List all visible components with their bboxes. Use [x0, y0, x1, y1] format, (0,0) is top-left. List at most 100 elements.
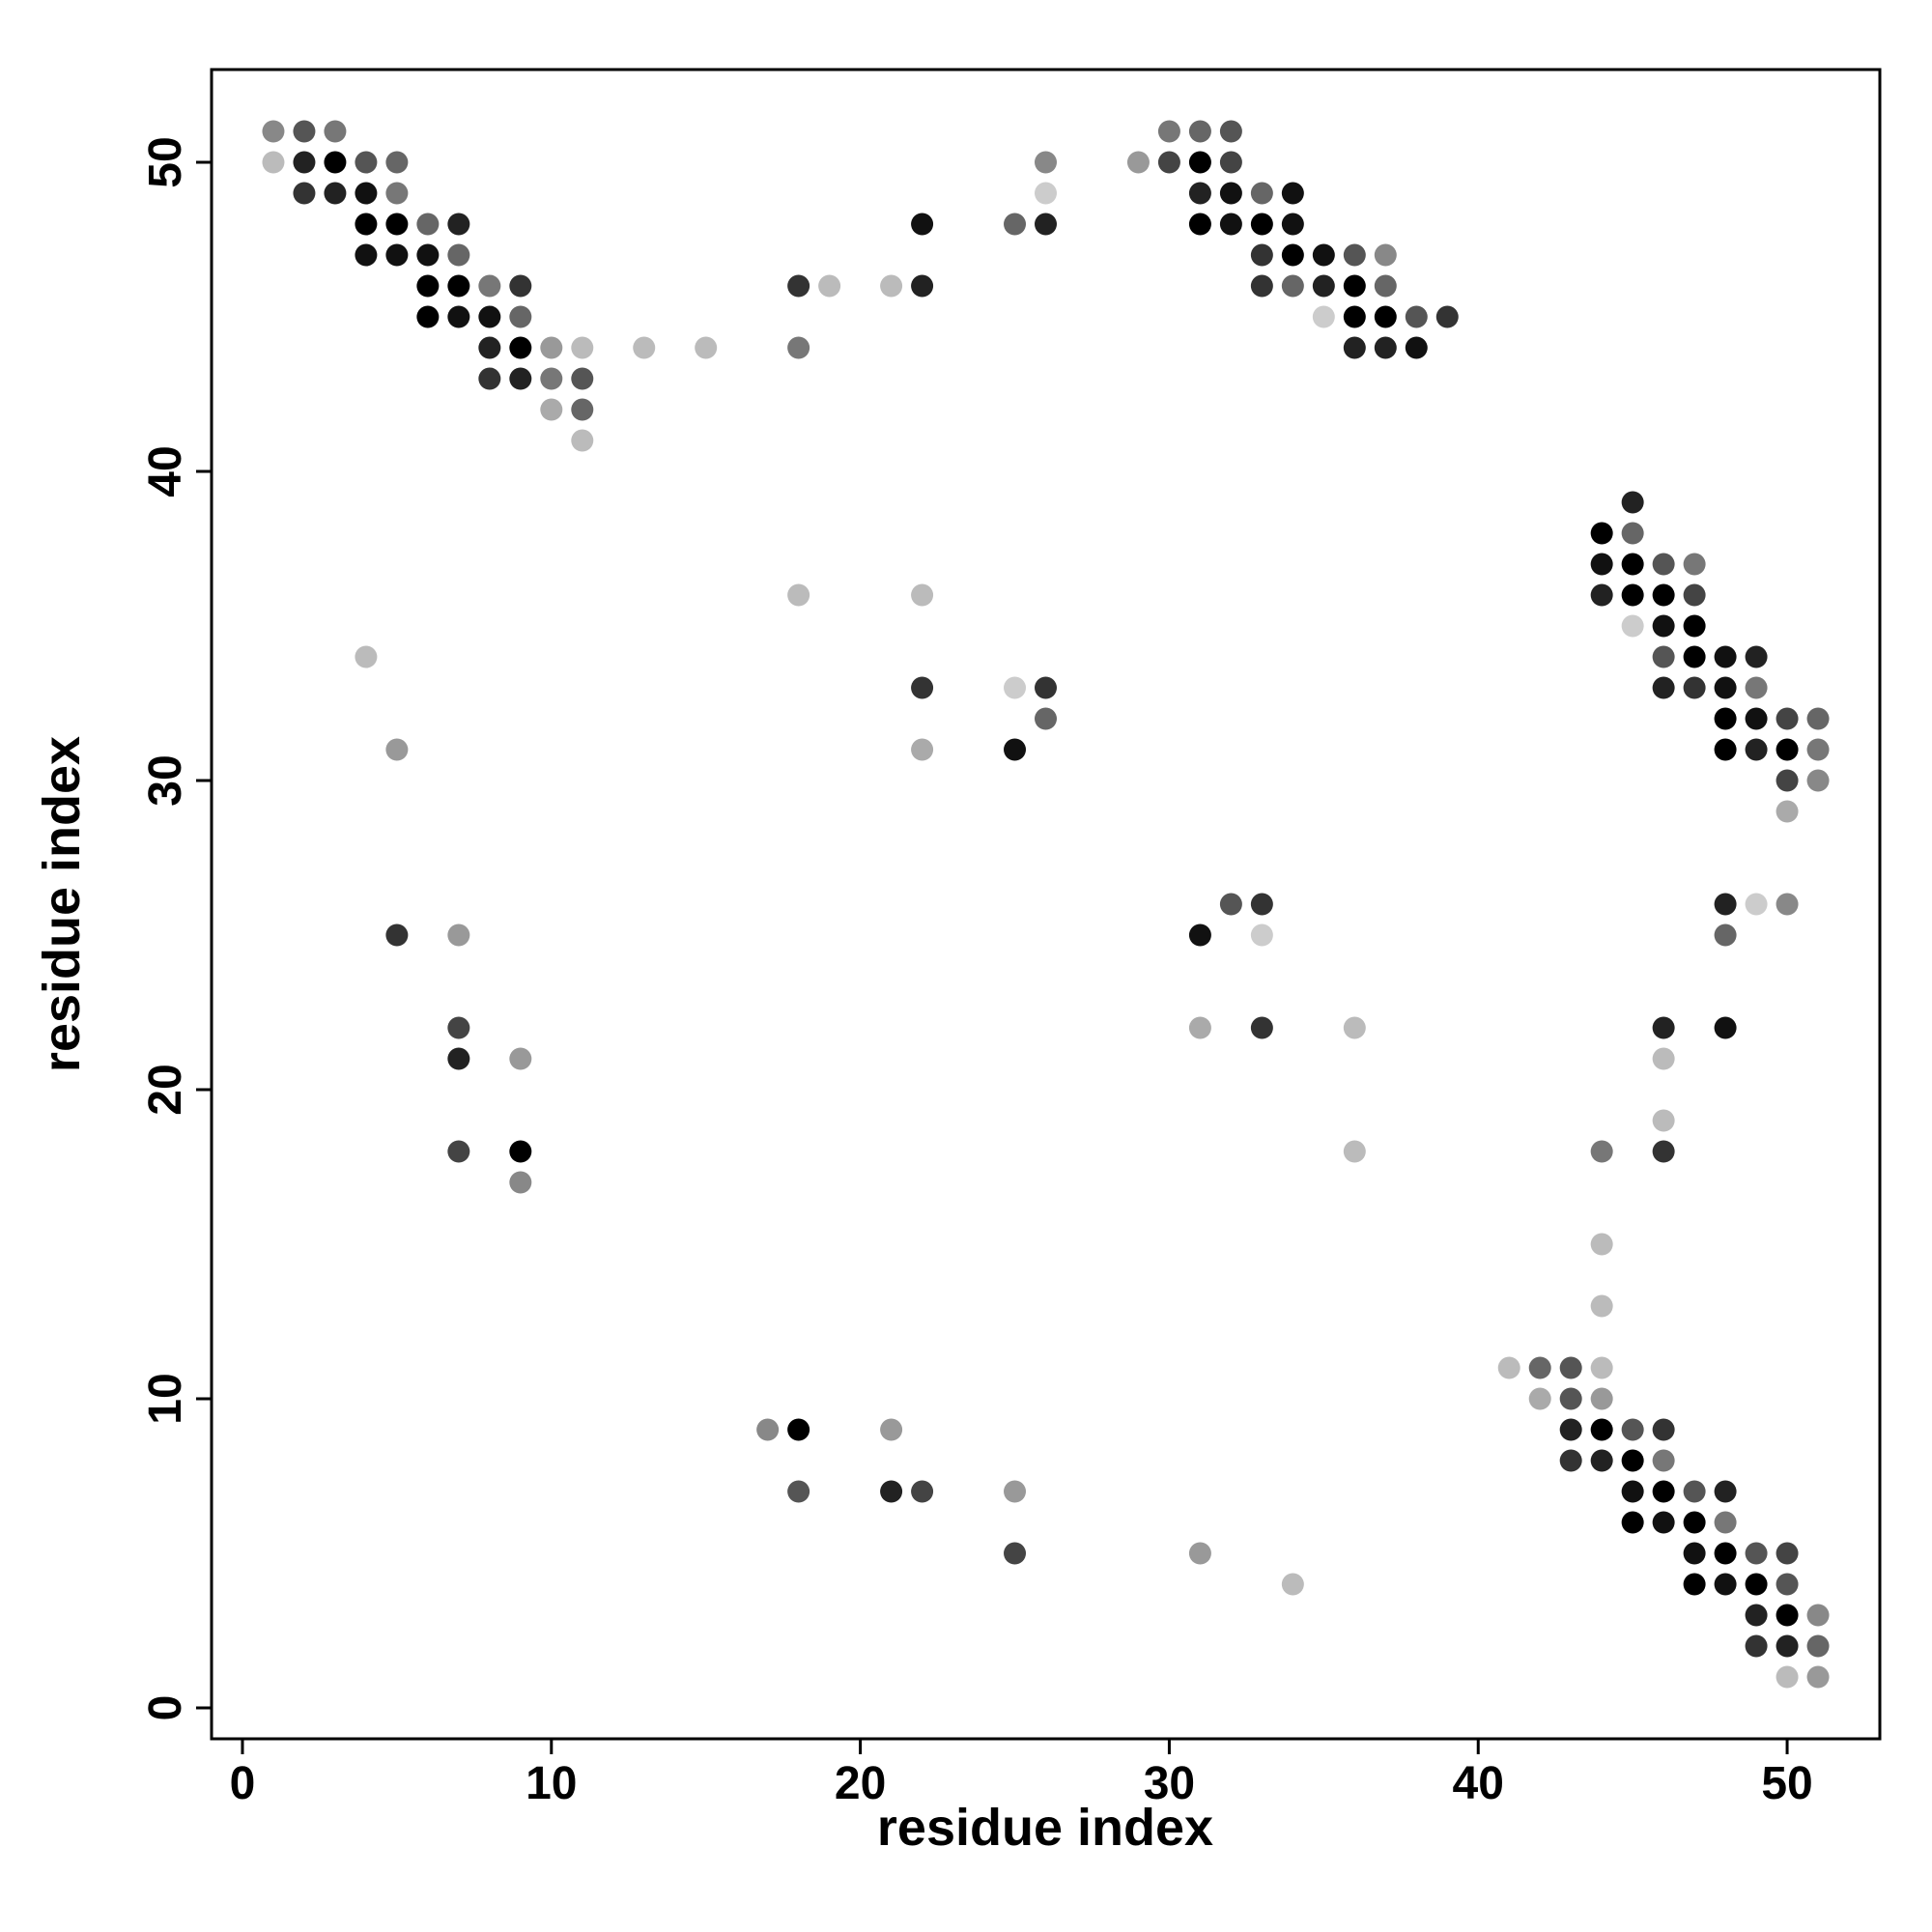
- contact-point: [1035, 707, 1057, 730]
- contact-point: [787, 274, 810, 298]
- contact-point: [1250, 1016, 1273, 1039]
- contact-point: [385, 151, 409, 174]
- contact-point: [1683, 553, 1706, 576]
- contact-point: [1806, 1665, 1830, 1689]
- contact-point: [571, 367, 594, 390]
- contact-point: [1281, 243, 1304, 267]
- contact-point: [385, 923, 409, 947]
- contact-point: [447, 274, 470, 298]
- contact-point: [1281, 213, 1304, 236]
- contact-point: [1776, 769, 1799, 792]
- contact-point: [1714, 738, 1737, 761]
- contact-point: [1683, 1573, 1706, 1596]
- contact-point: [911, 583, 934, 607]
- contact-point: [1776, 1604, 1799, 1627]
- contact-point: [1590, 522, 1613, 545]
- contact-point: [416, 243, 440, 267]
- contact-point: [1126, 151, 1150, 174]
- contact-point: [1714, 676, 1737, 699]
- contact-point: [1652, 1047, 1675, 1070]
- contact-point: [1652, 1016, 1675, 1039]
- contact-point: [1776, 1665, 1799, 1689]
- contact-point: [1652, 1140, 1675, 1163]
- contact-point: [1652, 553, 1675, 576]
- contact-point: [416, 274, 440, 298]
- contact-point: [1652, 1418, 1675, 1441]
- contact-point: [509, 336, 532, 359]
- contact-point: [1590, 1356, 1613, 1379]
- contact-point: [756, 1418, 780, 1441]
- contact-point: [1312, 305, 1335, 328]
- contact-point: [1035, 151, 1057, 174]
- contact-point: [633, 336, 656, 359]
- contact-point: [1590, 1294, 1613, 1318]
- contact-point: [447, 305, 470, 328]
- contact-point: [509, 1171, 532, 1194]
- contact-point: [324, 151, 347, 174]
- contact-point: [478, 336, 501, 359]
- contact-point: [1714, 923, 1737, 947]
- contact-point: [1683, 583, 1706, 607]
- contact-point: [1714, 1511, 1737, 1534]
- contact-point: [1250, 274, 1273, 298]
- contact-point: [1035, 182, 1057, 205]
- contact-point: [447, 923, 470, 947]
- x-tick-label: 10: [526, 1758, 577, 1809]
- contact-point: [293, 151, 316, 174]
- contact-point: [1621, 553, 1644, 576]
- contact-point: [1806, 707, 1830, 730]
- contact-point: [293, 120, 316, 143]
- contact-point: [1219, 120, 1242, 143]
- contact-point: [1806, 1604, 1830, 1627]
- contact-point: [1745, 707, 1768, 730]
- contact-point: [1343, 274, 1366, 298]
- y-tick-label: 0: [140, 1695, 191, 1721]
- contact-point: [324, 120, 347, 143]
- contact-point: [1219, 182, 1242, 205]
- contact-point: [1004, 1480, 1027, 1503]
- contact-point: [355, 213, 378, 236]
- contact-point: [1035, 676, 1057, 699]
- contact-point: [1683, 1511, 1706, 1534]
- contact-point: [1559, 1418, 1582, 1441]
- contact-point: [478, 274, 501, 298]
- contact-point: [416, 213, 440, 236]
- contact-point: [540, 367, 563, 390]
- contact-point: [1806, 738, 1830, 761]
- contact-point: [1652, 1511, 1675, 1534]
- contact-point: [1776, 1542, 1799, 1565]
- contact-point: [416, 305, 440, 328]
- contact-point: [1219, 151, 1242, 174]
- contact-point: [1745, 1542, 1768, 1565]
- contact-point: [1343, 1016, 1366, 1039]
- contact-point: [1590, 1140, 1613, 1163]
- contact-point: [911, 738, 934, 761]
- contact-point: [1188, 213, 1211, 236]
- contact-point: [1559, 1449, 1582, 1472]
- contact-point: [1621, 1511, 1644, 1534]
- contact-point: [447, 1047, 470, 1070]
- contact-point: [1714, 1542, 1737, 1565]
- contact-point: [1621, 583, 1644, 607]
- contact-point: [1374, 243, 1397, 267]
- contact-point: [1590, 583, 1613, 607]
- contact-point: [509, 274, 532, 298]
- contact-point: [1590, 1418, 1613, 1441]
- contact-point: [1188, 1542, 1211, 1565]
- contact-point: [1806, 1634, 1830, 1658]
- contact-point: [1652, 645, 1675, 668]
- contact-point: [1157, 120, 1180, 143]
- contact-point: [1004, 676, 1027, 699]
- contact-point: [880, 1418, 903, 1441]
- contact-point: [1004, 738, 1027, 761]
- contact-point: [355, 243, 378, 267]
- contact-point: [447, 243, 470, 267]
- contact-point: [509, 305, 532, 328]
- contact-point: [1559, 1356, 1582, 1379]
- contact-point: [1157, 151, 1180, 174]
- contact-point: [1405, 305, 1428, 328]
- y-tick-label: 30: [140, 754, 191, 806]
- contact-point: [1281, 1573, 1304, 1596]
- x-tick-label: 20: [835, 1758, 886, 1809]
